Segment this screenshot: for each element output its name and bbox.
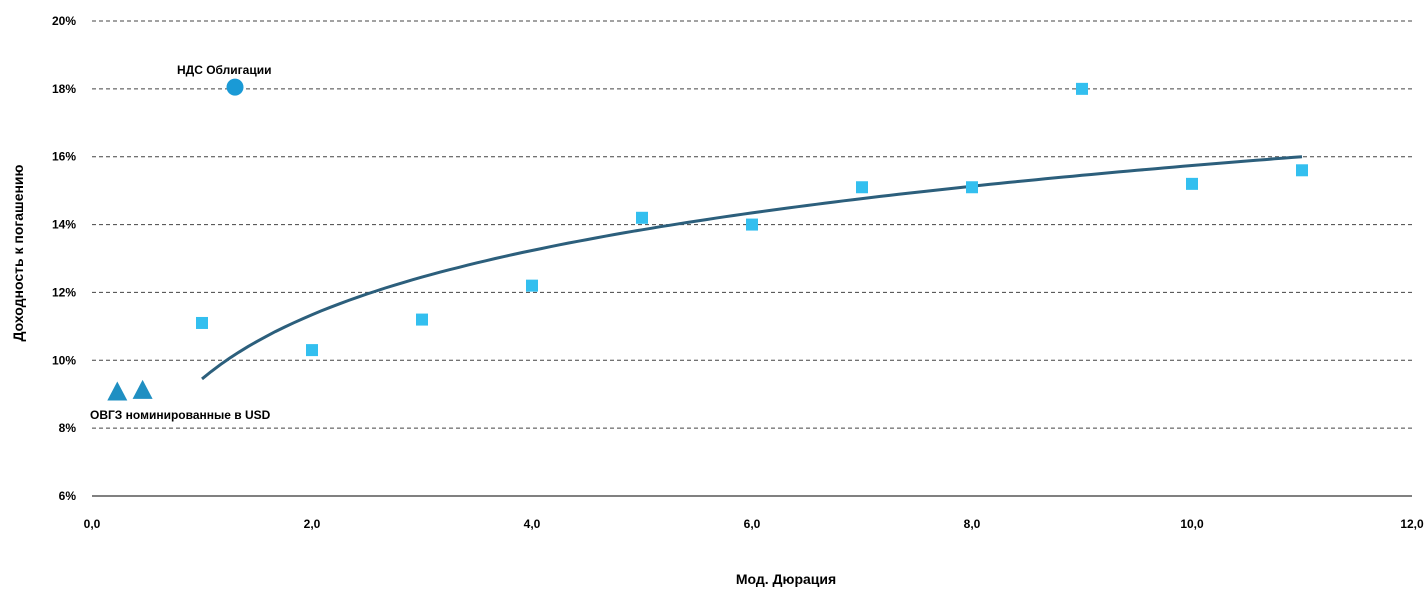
x-tick-label: 6,0 — [744, 517, 761, 531]
annotations: НДС Облигации ОВГЗ номинированные в USD — [90, 63, 271, 422]
square-point — [856, 181, 868, 194]
y-tick-label: 16% — [52, 150, 76, 164]
y-tick-label: 14% — [52, 218, 76, 232]
y-tick-label: 10% — [52, 353, 76, 367]
square-point — [636, 211, 648, 224]
x-tick-label: 8,0 — [964, 517, 981, 531]
y-tick-label: 12% — [52, 285, 76, 299]
x-tick-label: 12,0 — [1400, 517, 1424, 531]
x-tick-label: 4,0 — [524, 517, 541, 531]
y-axis-title: Доходность к погашению — [10, 164, 26, 341]
triangle-point — [132, 379, 153, 399]
square-point — [526, 279, 538, 292]
x-tick-label: 10,0 — [1180, 517, 1204, 531]
trendline-group — [201, 155, 1303, 381]
square-point — [1076, 82, 1088, 95]
x-tick-label: 0,0 — [84, 517, 101, 531]
annotation-nds-bonds: НДС Облигации — [177, 63, 271, 77]
square-point — [1296, 164, 1308, 177]
data-points — [107, 78, 1308, 401]
x-axis-title: Мод. Дюрация — [736, 571, 836, 587]
annotation-ovgz-usd: ОВГЗ номинированные в USD — [90, 408, 271, 422]
x-tick-label: 2,0 — [304, 517, 321, 531]
trendline — [201, 155, 1303, 381]
square-point — [966, 181, 978, 194]
square-point — [416, 313, 428, 326]
square-point — [306, 344, 318, 357]
square-point — [746, 218, 758, 231]
y-tick-label: 18% — [52, 82, 76, 96]
y-tick-label: 8% — [59, 421, 77, 435]
circle-point — [226, 78, 244, 96]
x-tick-labels: 0,0 2,0 4,0 6,0 8,0 10,0 12,0 — [84, 517, 1424, 531]
y-tick-label: 6% — [59, 489, 77, 503]
square-point — [1186, 177, 1198, 190]
y-tick-labels: 6% 8% 10% 12% 14% 16% 18% 20% — [52, 14, 76, 503]
square-point — [196, 316, 208, 329]
gridlines — [92, 20, 1412, 429]
triangle-point — [107, 381, 128, 401]
y-tick-label: 20% — [52, 14, 76, 28]
